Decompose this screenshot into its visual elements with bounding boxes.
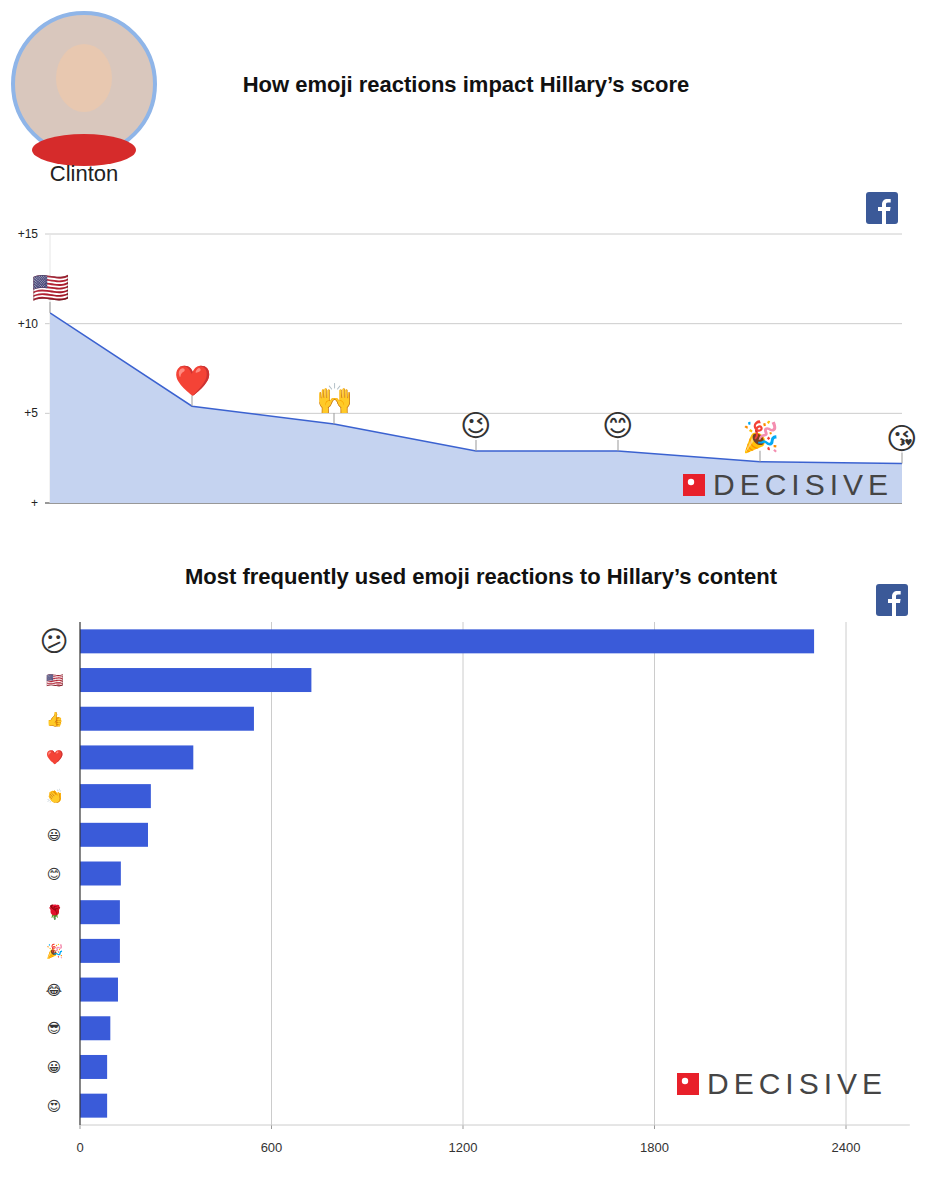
bar (80, 1055, 107, 1079)
grid-line (45, 323, 902, 324)
category-label: ❤️ (46, 749, 64, 765)
category-label: 🇺🇸 (32, 271, 69, 304)
category-label: 😎 (47, 1020, 62, 1036)
watermark-square (683, 474, 705, 496)
watermark: DECISIVE (677, 1067, 887, 1100)
bar (80, 823, 148, 847)
x-tick (80, 1125, 81, 1129)
x-axis-line (80, 1125, 910, 1126)
bar (80, 707, 254, 731)
x-tick-label: 2400 (832, 1140, 861, 1155)
category-label: 🙌 (316, 382, 353, 415)
grid-line (463, 622, 464, 1125)
page: Clinton How emoji reactions impact Hillar… (0, 0, 950, 1200)
x-tick (846, 1125, 847, 1129)
category-label: 😉 (460, 409, 491, 442)
grid-line (654, 622, 655, 1125)
header-label: Clinton (50, 161, 118, 186)
y-tick-label: + (31, 496, 38, 510)
watermark: DECISIVE (683, 468, 893, 501)
facebook-icon (876, 584, 908, 616)
category-label: 😊 (602, 409, 633, 442)
grid-line (271, 622, 272, 1125)
grid-line (45, 234, 902, 235)
category-label: 😃 (47, 827, 62, 843)
area-fill (50, 313, 902, 503)
watermark-text: DECISIVE (713, 468, 893, 501)
bar (80, 1094, 107, 1118)
watermark-text: DECISIVE (707, 1067, 887, 1100)
portrait (13, 13, 155, 155)
grid-line (846, 622, 847, 1125)
x-tick-label: 1200 (449, 1140, 478, 1155)
category-label: 😍 (47, 1098, 62, 1114)
watermark-dot (688, 479, 694, 485)
bar (80, 900, 120, 924)
y-tick-label: +10 (18, 317, 39, 331)
facebook-icon-f (888, 591, 901, 616)
facebook-icon-bg (876, 584, 908, 616)
bar (80, 784, 151, 808)
bar (80, 939, 120, 963)
plot-area (50, 313, 902, 503)
y-axis-line (79, 622, 80, 1125)
category-label: 🇺🇸 (46, 672, 64, 688)
category-label: 👏 (46, 788, 63, 804)
bar (80, 629, 814, 653)
category-label: 😘 (886, 422, 917, 455)
facebook-icon-bg (866, 192, 898, 224)
category-label: 👍 (46, 711, 63, 728)
category-label: 🌹 (46, 903, 63, 921)
chart-title: How emoji reactions impact Hillary’s sco… (243, 72, 690, 97)
chart-title: Most frequently used emoji reactions to … (185, 564, 778, 589)
category-label: ❤️ (174, 364, 212, 397)
x-tick-label: 600 (261, 1140, 283, 1155)
x-tick-label: 1800 (640, 1140, 669, 1155)
bar (80, 1016, 110, 1040)
facebook-icon-f (878, 199, 891, 224)
category-label: 😕 (39, 626, 68, 657)
portrait-face (56, 44, 112, 112)
y-tick-label: +15 (18, 227, 39, 241)
y-tick-label: +5 (24, 406, 38, 420)
watermark-dot (682, 1078, 688, 1084)
x-tick (271, 1125, 272, 1129)
category-label: 🎉 (742, 419, 779, 455)
bar (80, 978, 118, 1002)
category-label: 😂 (46, 982, 62, 998)
facebook-icon (866, 192, 898, 224)
x-tick-label: 0 (76, 1140, 83, 1155)
plot-area (80, 629, 814, 1117)
watermark-square (677, 1073, 699, 1095)
x-tick (463, 1125, 464, 1129)
bar (80, 862, 121, 886)
category-label: 😀 (47, 1059, 62, 1075)
bar (80, 668, 311, 692)
x-tick (654, 1125, 655, 1129)
category-label: 🎉 (46, 943, 63, 960)
category-label: 😊 (47, 866, 62, 882)
bar (80, 745, 193, 769)
line (50, 313, 902, 464)
